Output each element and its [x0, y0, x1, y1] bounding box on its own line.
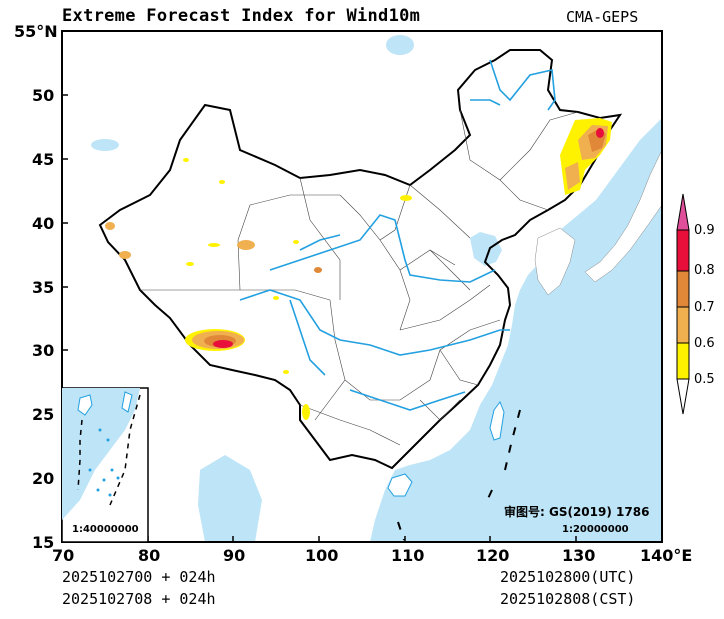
valid-time-utc: 2025102800(UTC)	[500, 568, 636, 586]
korea-land	[534, 227, 576, 296]
main-scale: 1:20000000	[562, 524, 629, 535]
model-name: CMA-GEPS	[566, 8, 639, 26]
legend-label-0-5: 0.5	[694, 372, 715, 387]
hainan-island	[387, 473, 413, 497]
lat-label-50: 50	[32, 86, 55, 105]
legend-label-0-8: 0.8	[694, 263, 715, 278]
lat-label-55: 55°N	[14, 22, 58, 41]
lat-label-30: 30	[32, 341, 55, 360]
bohai-sea	[470, 232, 502, 266]
lat-label-25: 25	[32, 405, 55, 424]
lon-label-90: 90	[223, 546, 246, 565]
dash-line-main	[397, 409, 521, 541]
japan-land	[584, 149, 662, 283]
valid-time-cst: 2025102808(CST)	[500, 590, 636, 608]
init-time-utc: 2025102700 + 024h	[62, 568, 216, 586]
lat-label-35: 35	[32, 278, 55, 297]
lon-label-80: 80	[138, 546, 161, 565]
bay-of-bengal	[198, 455, 262, 542]
china-border	[98, 49, 623, 470]
efi-shading	[105, 118, 612, 420]
lon-label-110: 110	[391, 546, 425, 565]
lon-label-120: 120	[476, 546, 510, 565]
lat-label-45: 45	[32, 150, 55, 169]
inset-scale: 1:40000000	[72, 524, 139, 535]
caspian-hint	[386, 35, 414, 55]
lake-balkhash	[91, 139, 119, 151]
lat-label-40: 40	[32, 214, 55, 233]
lat-label-20: 20	[32, 469, 55, 488]
lon-label-100: 100	[305, 546, 339, 565]
lat-label-15: 15	[32, 533, 55, 552]
legend-label-0-9: 0.9	[694, 223, 715, 238]
taiwan-island	[489, 400, 505, 441]
legend-label-0-6: 0.6	[694, 336, 715, 351]
ocean-east	[370, 118, 662, 542]
approval-number: 审图号: GS(2019) 1786	[504, 505, 650, 519]
chart-title: Extreme Forecast Index for Wind10m	[62, 6, 421, 26]
init-time-cst: 2025102708 + 024h	[62, 590, 216, 608]
lon-label-130: 130	[562, 546, 596, 565]
legend-colorbar	[676, 193, 690, 415]
lon-label-140: 140°E	[640, 546, 693, 565]
inset-south-china-sea	[61, 387, 149, 543]
rivers	[239, 59, 556, 411]
legend-label-0-7: 0.7	[694, 300, 715, 315]
lon-label-70: 70	[52, 546, 75, 565]
